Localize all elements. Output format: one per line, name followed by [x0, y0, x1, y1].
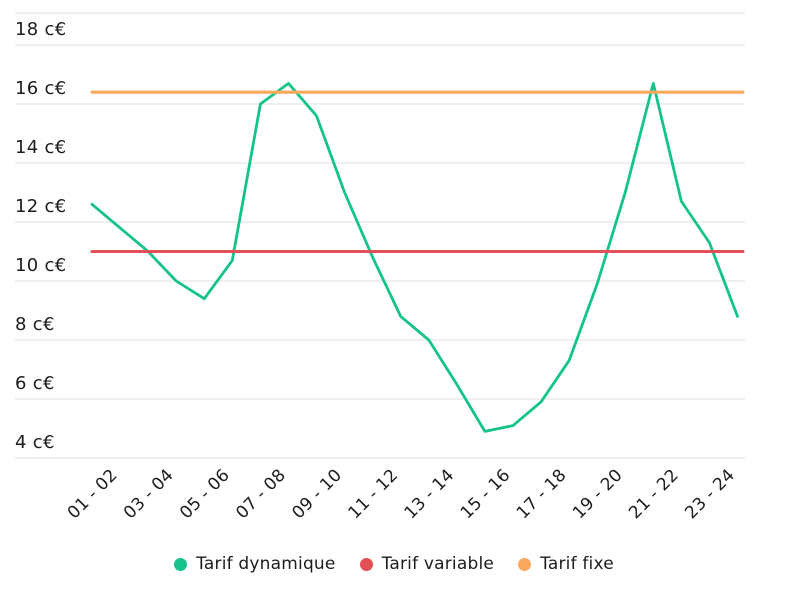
y-tick-label: 18 c€ [15, 19, 66, 40]
legend-dot-tarif-dynamique [174, 557, 188, 571]
y-tick-label: 6 c€ [15, 373, 55, 394]
y-tick-label: 14 c€ [15, 137, 66, 158]
x-tick-label: 01 - 02 [64, 465, 122, 523]
y-tick-label: 12 c€ [15, 196, 66, 217]
legend-item-tarif-dynamique: Tarif dynamique [174, 554, 335, 574]
y-tick-label: 8 c€ [15, 314, 55, 335]
tariff-line-chart-canvas: 18 c€ 16 c€ 14 c€ 12 c€ 10 c€ 8 c€ 6 c€ 4 c€ 01 … [15, 12, 745, 523]
legend-label-tarif-variable: Tarif variable [381, 554, 495, 574]
legend-label-tarif-fixe: Tarif fixe [540, 554, 614, 574]
legend-item-tarif-variable: Tarif variable [359, 554, 495, 574]
x-tick-label: 05 - 06 [176, 465, 234, 523]
x-tick-label: 03 - 04 [120, 465, 178, 523]
x-tick-label: 17 - 18 [513, 465, 571, 523]
legend-dot-tarif-fixe [518, 557, 532, 571]
y-tick-label: 16 c€ [15, 78, 66, 99]
x-tick-label: 19 - 20 [569, 465, 627, 523]
x-tick-label: 15 - 16 [457, 465, 515, 523]
x-tick-label: 11 - 12 [344, 465, 402, 523]
legend-label-tarif-dynamique: Tarif dynamique [196, 554, 336, 574]
series-tarif-dynamique-line [90, 82, 739, 433]
x-tick-label: 07 - 08 [232, 465, 290, 523]
x-tick-label: 09 - 10 [288, 465, 346, 523]
x-tick-label: 21 - 22 [625, 465, 683, 523]
chart-legend: Tarif dynamique Tarif variable Tarif fix… [0, 554, 788, 574]
legend-item-tarif-fixe: Tarif fixe [518, 554, 614, 574]
x-tick-label: 23 - 24 [681, 465, 739, 523]
x-tick-label: 13 - 14 [401, 465, 459, 523]
y-tick-label: 10 c€ [15, 255, 66, 276]
y-tick-label: 4 c€ [15, 432, 55, 453]
legend-dot-tarif-variable [359, 557, 373, 571]
